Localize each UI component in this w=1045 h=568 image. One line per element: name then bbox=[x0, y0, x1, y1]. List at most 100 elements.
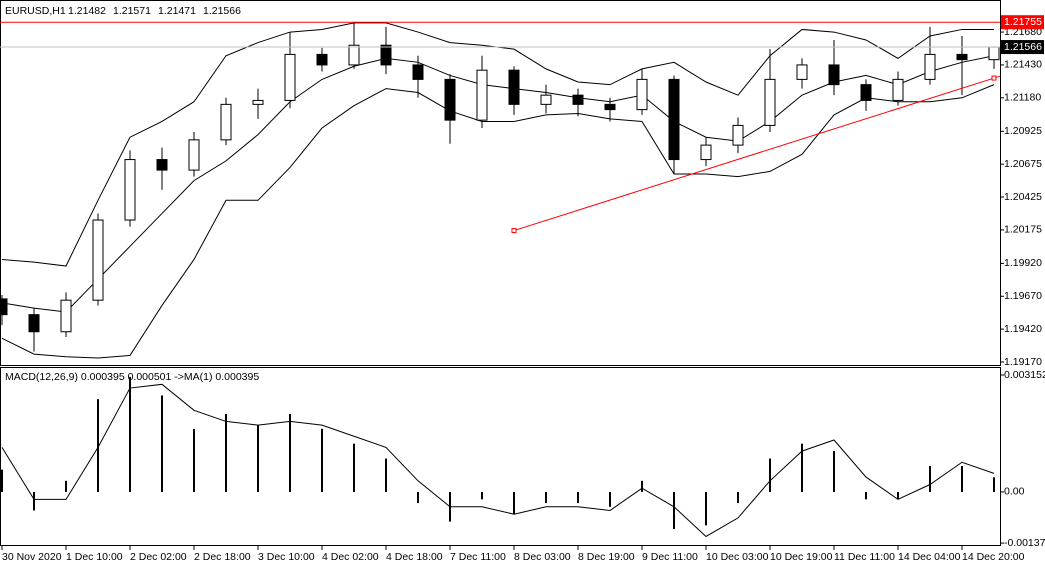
price-pane bbox=[0, 0, 1001, 366]
candle-body bbox=[444, 78, 456, 121]
trendline bbox=[513, 75, 1001, 232]
y-tick-label: 1.19670 bbox=[1004, 290, 1042, 302]
macd-bar bbox=[513, 491, 515, 515]
macd-label: MACD(12,26,9) 0.000395 0.000501 ->MA(1) … bbox=[5, 371, 259, 383]
macd-bar bbox=[929, 465, 931, 492]
x-tick-label: 3 Dec 10:00 bbox=[258, 551, 315, 563]
macd-bar bbox=[673, 491, 675, 530]
candle-body bbox=[892, 78, 904, 101]
candle-body bbox=[636, 78, 648, 111]
hline-label-box bbox=[1001, 15, 1044, 30]
candle-body bbox=[380, 44, 392, 66]
macd-pane bbox=[0, 367, 1001, 546]
y-tick-label: 1.20925 bbox=[1004, 125, 1042, 137]
candle-body bbox=[92, 219, 104, 301]
candle-body bbox=[412, 64, 424, 80]
y-tick-label: 1.19920 bbox=[1004, 257, 1042, 269]
candle-body bbox=[188, 139, 200, 171]
candle-body bbox=[732, 124, 744, 146]
candle-body bbox=[796, 64, 808, 80]
candle-body bbox=[316, 53, 328, 66]
x-tick-label: 30 Nov 2020 bbox=[2, 551, 62, 563]
macd-bar bbox=[417, 491, 419, 504]
x-tick-label: 7 Dec 11:00 bbox=[450, 551, 506, 563]
trendline-anchor bbox=[511, 228, 517, 234]
y-tick-label: 1.20175 bbox=[1004, 224, 1042, 236]
x-tick-label: 8 Dec 19:00 bbox=[578, 551, 635, 563]
y-tick-label: 1.20425 bbox=[1004, 191, 1042, 203]
candle-body bbox=[924, 53, 936, 80]
y-tick-label: 1.19170 bbox=[1004, 356, 1042, 368]
candle-body bbox=[860, 84, 872, 101]
x-tick-label: 1 Dec 10:00 bbox=[66, 551, 123, 563]
x-tick-label: 9 Dec 11:00 bbox=[642, 551, 698, 563]
candle-body bbox=[476, 69, 488, 121]
macd-bar bbox=[705, 491, 707, 526]
macd-signal bbox=[1, 383, 995, 538]
macd-bar bbox=[257, 425, 259, 492]
macd-bar bbox=[801, 443, 803, 492]
candle-body bbox=[540, 94, 552, 105]
x-tick-label: 2 Dec 18:00 bbox=[194, 551, 251, 563]
macd-bar bbox=[545, 491, 547, 504]
candle-body bbox=[700, 144, 712, 161]
candle-body bbox=[764, 78, 776, 126]
macd-bar bbox=[865, 491, 867, 500]
trendline-anchor bbox=[991, 75, 997, 81]
x-tick-label: 10 Dec 03:00 bbox=[706, 551, 769, 563]
candle-body bbox=[0, 298, 8, 316]
y-tick-label: 0.003152 bbox=[1004, 369, 1045, 381]
macd-bar bbox=[321, 428, 323, 492]
candle-body bbox=[284, 53, 296, 101]
y-tick-label: 1.21180 bbox=[1004, 92, 1041, 104]
macd-bar bbox=[385, 458, 387, 492]
macd-bar bbox=[193, 428, 195, 492]
macd-bar bbox=[737, 491, 739, 504]
x-tick-label: 11 Dec 11:00 bbox=[834, 551, 895, 563]
candle-body bbox=[668, 78, 680, 161]
x-tick-label: 2 Dec 02:00 bbox=[130, 551, 187, 563]
macd-bar bbox=[481, 491, 483, 500]
candle-body bbox=[220, 103, 232, 141]
candle-body bbox=[156, 159, 168, 171]
x-tick-label: 8 Dec 03:00 bbox=[514, 551, 571, 563]
candle-body bbox=[988, 46, 1000, 61]
candle-body bbox=[604, 103, 616, 111]
macd-bar bbox=[769, 458, 771, 492]
macd-bar bbox=[289, 414, 291, 492]
header-value: 1.21482 bbox=[68, 5, 106, 17]
macd-bar bbox=[1, 469, 3, 492]
y-tick-label: -0.001378 bbox=[1004, 537, 1045, 549]
candle-body bbox=[252, 99, 264, 105]
x-tick-label: 14 Dec 04:00 bbox=[898, 551, 961, 563]
header-value: 1.21571 bbox=[113, 5, 151, 17]
candle-body bbox=[572, 94, 584, 105]
bollinger-band bbox=[1, 84, 995, 359]
last-price-label: 1.21566 bbox=[1004, 41, 1042, 53]
chart-title: EURUSD,H1 bbox=[5, 5, 66, 17]
macd-bar bbox=[993, 477, 995, 492]
y-tick-label: 1.19420 bbox=[1004, 323, 1042, 335]
header-value: 1.21566 bbox=[203, 5, 241, 17]
y-tick-label: 1.21430 bbox=[1004, 59, 1042, 71]
y-tick-label: 0.00 bbox=[1004, 486, 1025, 498]
header-value: 1.21471 bbox=[158, 5, 196, 17]
x-tick-label: 4 Dec 02:00 bbox=[322, 551, 379, 563]
macd-bar bbox=[33, 491, 35, 511]
macd-bar bbox=[129, 376, 131, 492]
macd-bar bbox=[225, 414, 227, 492]
macd-bar bbox=[897, 491, 899, 500]
macd-bar bbox=[577, 491, 579, 504]
macd-bar bbox=[609, 491, 611, 507]
x-tick-label: 4 Dec 18:00 bbox=[386, 551, 443, 563]
y-tick-label: 1.20675 bbox=[1004, 158, 1042, 170]
candle-body bbox=[508, 69, 520, 105]
candle-body bbox=[124, 159, 136, 221]
x-tick-label: 14 Dec 20:00 bbox=[962, 551, 1025, 563]
x-tick-label: 10 Dec 19:00 bbox=[770, 551, 833, 563]
macd-bar bbox=[353, 443, 355, 492]
candle-body bbox=[828, 64, 840, 86]
candle-body bbox=[348, 44, 360, 66]
